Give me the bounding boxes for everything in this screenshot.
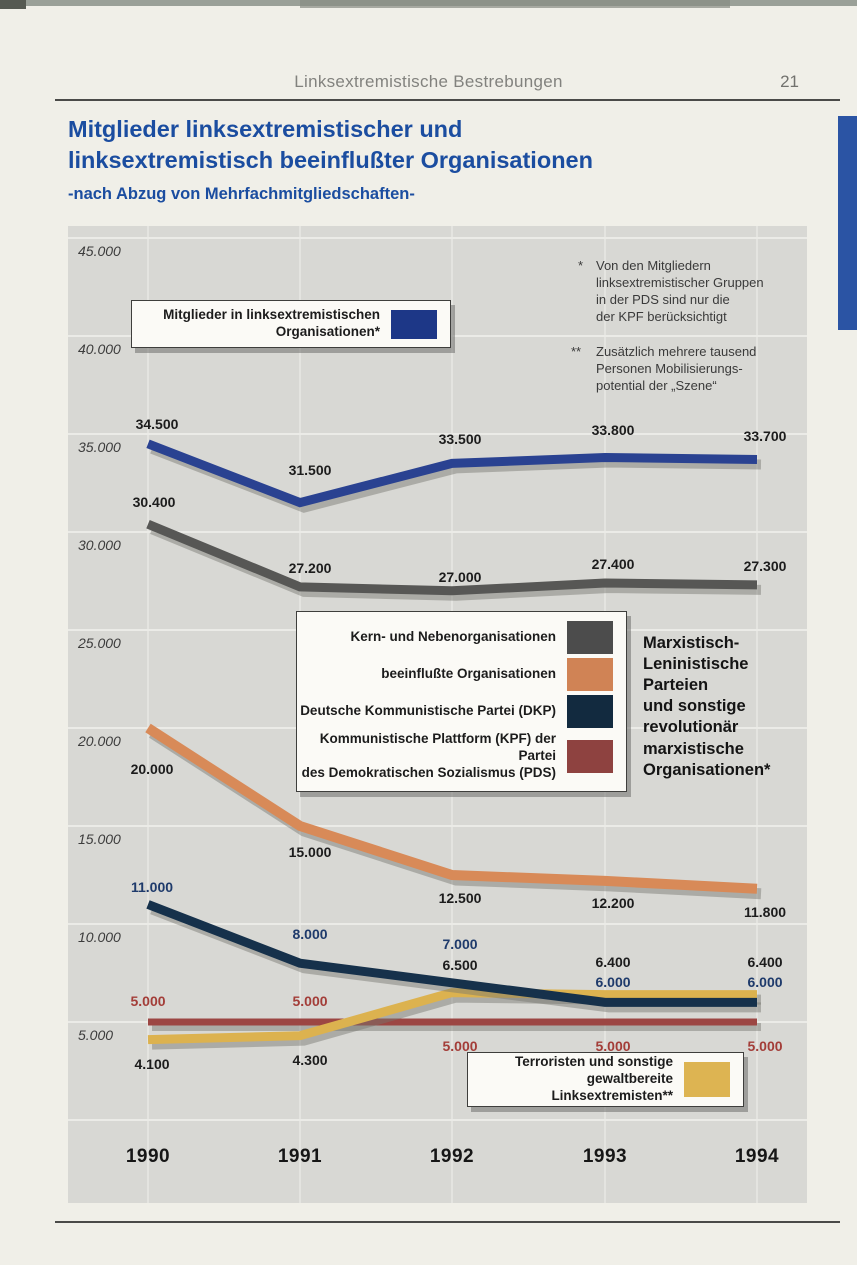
series-line-kern-nebenorganisationen: [146, 520, 758, 596]
legend-swatch-beeinflusste: [567, 657, 613, 691]
legend-row-kern: Kern- und Nebenorganisationen: [297, 621, 626, 654]
point-label-mitglieder-gesamt-1990: 34.500: [135, 415, 179, 432]
x-axis-label-1992: 1992: [429, 1146, 475, 1167]
point-label-kern-nebenorganisationen-1991: 27.200: [288, 559, 332, 576]
point-label-dkp-1991: 8.000: [292, 926, 328, 943]
point-label-kpf-pds-1993: 5.000: [595, 1038, 631, 1054]
page-title-line1: Mitglieder linksextremistischer und: [68, 116, 463, 142]
legend-swatch-terrorists: [684, 1062, 730, 1097]
point-label-terroristen-1990: 4.100: [134, 1055, 170, 1072]
y-axis-label-20.000: 20.000: [78, 733, 121, 749]
page-number: 21: [780, 72, 799, 91]
legend-terrorists: Terroristen und sonstige gewaltbereite L…: [467, 1052, 744, 1107]
footer-rule: [55, 1221, 840, 1223]
page-subtitle: -nach Abzug von Mehrfachmitgliedschaften…: [68, 185, 415, 203]
point-label-terroristen-1993: 6.400: [595, 953, 631, 970]
legend-label-beeinflusste: beeinflußte Organisationen: [381, 665, 556, 681]
point-label-mitglieder-gesamt-1994: 33.700: [743, 428, 787, 445]
y-axis-label-30.000: 30.000: [78, 537, 121, 553]
legend-row-terrorists: Terroristen und sonstige gewaltbereite L…: [468, 1054, 743, 1105]
y-axis-label-10.000: 10.000: [78, 929, 121, 945]
page-title-line2: linksextremistisch beeinflußter Organisa…: [68, 147, 593, 174]
x-axis-label-1994: 1994: [734, 1146, 780, 1167]
point-label-kpf-pds-1991: 5.000: [292, 993, 328, 1009]
point-label-beeinflusste-organisationen-1991: 15.000: [288, 844, 332, 860]
footnote-2-text: Zusätzlich mehrere tausend Personen Mobi…: [596, 344, 757, 393]
y-axis-label-45.000: 45.000: [78, 243, 121, 259]
page-edge-tab: [838, 116, 857, 330]
point-label-kpf-pds-1994: 5.000: [747, 1038, 783, 1054]
point-label-dkp-1994: 6.000: [747, 974, 783, 991]
legend-label-kpf: Kommunistische Plattform (KPF) der Parte…: [301, 731, 556, 781]
y-axis-label-15.000: 15.000: [78, 831, 121, 847]
legend-swatch-kpf: [567, 740, 613, 774]
series-line-dkp: [146, 900, 757, 1007]
point-label-mitglieder-gesamt-1992: 33.500: [438, 431, 482, 448]
scanner-edge-band-dark: [300, 0, 730, 8]
point-label-terroristen-1991: 4.300: [292, 1051, 328, 1068]
legend-row-kpf: Kommunistische Plattform (KPF) der Parte…: [297, 731, 626, 782]
legend-row-dkp: Deutsche Kommunistische Partei (DKP): [297, 694, 626, 728]
footnote-2: ** Zusätzlich mehrere tausend Personen M…: [571, 344, 811, 395]
footnote-1-marker: *: [578, 258, 584, 273]
series-line-terroristen: [147, 988, 757, 1045]
page-header: Linksextremistische Bestrebungen 21: [0, 72, 857, 94]
legend-label-terrorists: Terroristen und sonstige gewaltbereite L…: [514, 1054, 673, 1103]
footnote-2-marker: **: [571, 344, 582, 359]
point-label-dkp-1990: 11.000: [130, 879, 174, 896]
legend-row-beeinflusste: beeinflußte Organisationen: [297, 657, 626, 691]
y-axis-label-35.000: 35.000: [78, 439, 121, 455]
point-label-kpf-pds-1990: 5.000: [130, 993, 166, 1009]
y-axis-label-40.000: 40.000: [78, 341, 121, 357]
legend-swatch-dkp: [567, 694, 613, 728]
point-label-mitglieder-gesamt-1993: 33.800: [591, 421, 635, 438]
legend-label-dkp: Deutsche Kommunistische Partei (DKP): [300, 702, 556, 718]
point-label-kern-nebenorganisationen-1993: 27.400: [591, 555, 635, 572]
y-axis-label-25.000: 25.000: [78, 635, 121, 651]
point-label-dkp-1993: 6.000: [595, 974, 631, 991]
legend-row: Mitglieder in linksextremistischen Organ…: [132, 307, 450, 341]
header-rule: [55, 99, 840, 101]
point-label-dkp-1992: 7.000: [442, 935, 478, 952]
legend-total-members: Mitglieder in linksextremistischen Organ…: [131, 300, 451, 348]
point-label-terroristen-1992: 6.500: [442, 956, 478, 973]
point-label-kpf-pds-1992: 5.000: [442, 1038, 478, 1054]
point-label-kern-nebenorganisationen-1992: 27.000: [438, 568, 482, 585]
point-label-beeinflusste-organisationen-1990: 20.000: [130, 761, 174, 777]
legend-swatch-total-members: [391, 309, 437, 339]
series-line-beeinflusste-organisationen: [145, 723, 758, 894]
scanner-corner-mark: [0, 0, 26, 9]
running-header: Linksextremistische Bestrebungen: [294, 72, 563, 91]
point-label-beeinflusste-organisationen-1992: 12.500: [438, 890, 482, 906]
footnote-1: * Von den Mitgliedern linksextremistisch…: [578, 258, 818, 326]
point-label-kern-nebenorganisationen-1994: 27.300: [743, 557, 787, 574]
x-axis-label-1990: 1990: [125, 1146, 171, 1167]
footnote-1-text: Von den Mitgliedern linksextremistischer…: [596, 258, 764, 324]
y-axis-label-5.000: 5.000: [78, 1027, 114, 1043]
x-axis-label-1991: 1991: [277, 1146, 323, 1167]
point-label-kern-nebenorganisationen-1990: 30.400: [132, 494, 176, 511]
point-label-terroristen-1994: 6.400: [747, 953, 783, 970]
point-label-beeinflusste-organisationen-1993: 12.200: [591, 894, 635, 911]
group-annotation-marxist-parties: Marxistisch- Leninistische Parteien und …: [643, 634, 771, 779]
x-axis-label-1993: 1993: [582, 1146, 628, 1167]
point-label-beeinflusste-organisationen-1994: 11.800: [743, 903, 787, 920]
legend-label-total-members: Mitglieder in linksextremistischen Organ…: [163, 307, 380, 339]
point-label-mitglieder-gesamt-1991: 31.500: [288, 461, 332, 478]
series-line-mitglieder-gesamt: [146, 439, 758, 508]
legend-organisations: Kern- und Nebenorganisationen beeinflußt…: [296, 611, 627, 792]
page-title: Mitglieder linksextremistischer und link…: [68, 114, 768, 177]
legend-swatch-kern: [567, 621, 613, 654]
legend-label-kern: Kern- und Nebenorganisationen: [350, 629, 556, 645]
